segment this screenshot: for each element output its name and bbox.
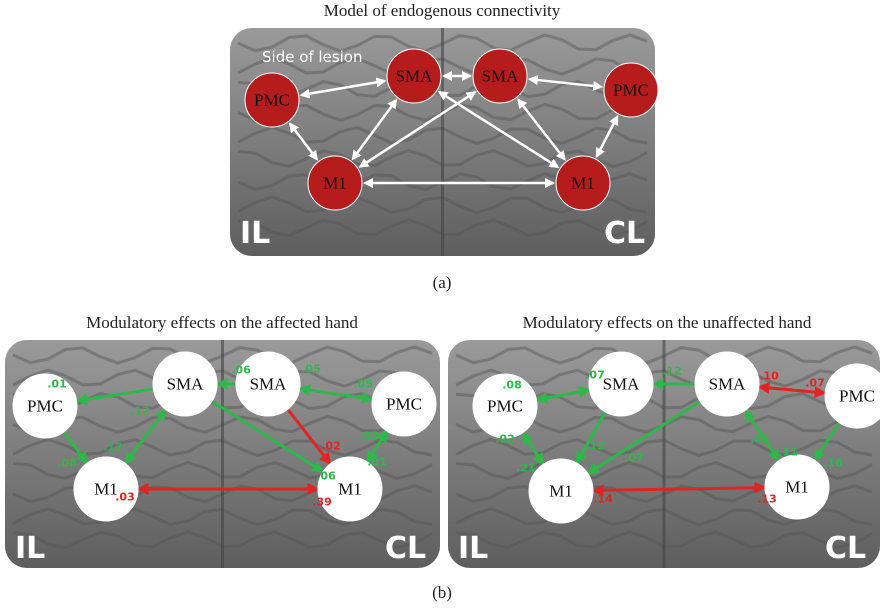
region-label: M1 bbox=[323, 174, 347, 193]
region-label: SMA bbox=[396, 67, 434, 86]
region-label: M1 bbox=[549, 482, 573, 501]
edge-label: .06 bbox=[231, 364, 251, 377]
region-label: SMA bbox=[482, 67, 520, 86]
edge-label: .07 bbox=[585, 369, 605, 382]
edge-label: .07 bbox=[805, 377, 825, 390]
edge-label: .45 bbox=[750, 433, 770, 446]
edge-label: .05 bbox=[353, 378, 373, 391]
region-label: PMC bbox=[613, 81, 649, 100]
panel-title: Model of endogenous connectivity bbox=[324, 1, 561, 20]
region-label: PMC bbox=[27, 397, 63, 416]
region-label: PMC bbox=[487, 397, 523, 416]
hemisphere-label: CL bbox=[385, 531, 426, 566]
edge-label: .12 bbox=[103, 441, 123, 454]
edge-label: .16 bbox=[823, 457, 843, 470]
hemisphere-label: IL bbox=[458, 531, 488, 566]
hemisphere-label: CL bbox=[825, 531, 866, 566]
edge-label: .06 bbox=[316, 470, 336, 483]
edge-label: .07 bbox=[624, 452, 644, 465]
edge-label: .05 bbox=[301, 363, 321, 376]
region-label: SMA bbox=[167, 375, 205, 394]
hemisphere-label: IL bbox=[15, 531, 45, 566]
edge-label: .14 bbox=[593, 493, 613, 506]
panel-title: Modulatory effects on the affected hand bbox=[86, 313, 358, 332]
region-label: M1 bbox=[338, 480, 362, 499]
region-label: PMC bbox=[386, 395, 422, 414]
region-label: PMC bbox=[839, 387, 875, 406]
edge-label: .02 bbox=[321, 440, 341, 453]
hemisphere-label: IL bbox=[240, 216, 270, 251]
edge-label: .03 bbox=[115, 491, 135, 504]
edge-label: .03 bbox=[359, 430, 379, 443]
edge-label: .21 bbox=[516, 462, 536, 475]
edge-label: .10 bbox=[759, 370, 779, 383]
caption: (a) bbox=[433, 273, 452, 292]
figure: Model of endogenous connectivity (a) Mod… bbox=[0, 0, 885, 608]
edge-label: .12 bbox=[662, 365, 682, 378]
region-label: SMA bbox=[709, 375, 747, 394]
edge-label: .02 bbox=[495, 433, 515, 446]
edge-label: .08 bbox=[502, 379, 522, 392]
panel-title: Modulatory effects on the unaffected han… bbox=[523, 313, 812, 332]
region-label: PMC bbox=[254, 91, 290, 110]
region-label: SMA bbox=[603, 375, 641, 394]
edge-label: .01 bbox=[47, 378, 67, 391]
edge-label: .11 bbox=[778, 446, 798, 459]
region-label: M1 bbox=[785, 478, 809, 497]
edge-label: .01 bbox=[367, 456, 387, 469]
edge-label: .12 bbox=[130, 405, 150, 418]
edge-label: .13 bbox=[757, 493, 777, 506]
region-label: M1 bbox=[571, 174, 595, 193]
region-label: SMA bbox=[250, 375, 288, 394]
side-label: Side of lesion bbox=[262, 48, 363, 66]
edge-label: .08 bbox=[57, 457, 77, 470]
caption: (b) bbox=[432, 583, 452, 602]
edge-label: .39 bbox=[312, 496, 332, 509]
hemisphere-label: CL bbox=[604, 216, 645, 251]
edge-label: .12 bbox=[585, 440, 605, 453]
